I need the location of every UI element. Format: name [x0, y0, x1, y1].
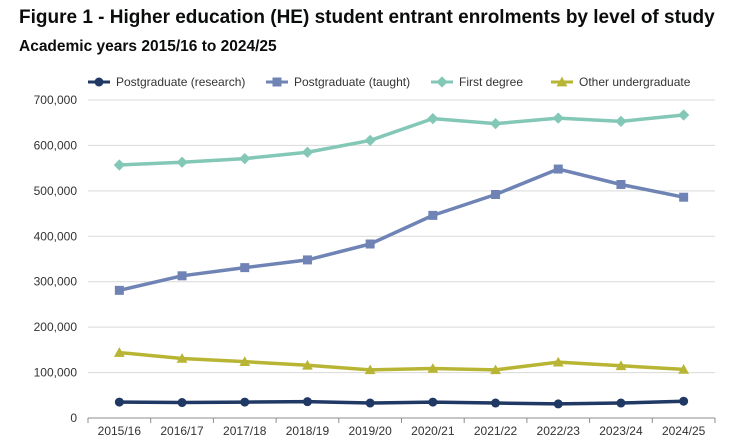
data-point — [552, 112, 564, 124]
legend-label: First degree — [459, 75, 523, 89]
data-point — [489, 117, 502, 130]
data-point — [176, 353, 188, 363]
gridlines — [88, 99, 715, 419]
legend-swatch-marker — [556, 76, 568, 87]
data-point — [615, 360, 627, 371]
y-tick-label: 0 — [70, 411, 77, 425]
legend: Postgraduate (research) Postgraduate (tau… — [88, 75, 691, 89]
data-point — [302, 255, 312, 265]
data-point — [427, 113, 439, 125]
y-tick-label: 400,000 — [34, 229, 78, 243]
series-first-degree — [113, 109, 690, 171]
data-point — [365, 239, 375, 249]
data-point — [364, 364, 376, 375]
data-point — [113, 159, 125, 171]
data-point — [239, 356, 251, 366]
series-postgraduate-taught — [114, 164, 689, 295]
data-point — [428, 210, 438, 220]
x-tick-label: 2019/20 — [348, 424, 392, 438]
data-point — [491, 189, 501, 199]
data-point — [616, 179, 626, 189]
data-point — [302, 359, 313, 370]
data-point — [428, 397, 438, 407]
legend-item-postgraduate-taught: Postgraduate (taught) — [266, 75, 410, 89]
y-tick-label: 500,000 — [34, 184, 78, 198]
data-point — [177, 398, 187, 408]
data-point — [679, 396, 689, 406]
series-line — [119, 350, 684, 372]
data-point — [679, 192, 689, 202]
data-point — [615, 115, 627, 127]
legend-item-postgraduate-research: Postgraduate (research) — [88, 75, 245, 89]
series-postgraduate-research — [114, 396, 689, 409]
legend-swatch-marker — [94, 77, 104, 87]
chart-title: Figure 1 - Higher education (HE) student… — [19, 7, 715, 28]
y-axis: 0 100,000 200,000 300,000 400,000 500,000 600,… — [34, 93, 78, 425]
data-point — [427, 363, 439, 373]
data-point — [113, 347, 125, 357]
data-point — [177, 271, 187, 281]
data-point — [364, 134, 376, 147]
data-point — [114, 285, 124, 295]
series-other-undergraduate — [113, 347, 690, 375]
data-point — [552, 356, 564, 367]
data-point — [678, 109, 690, 121]
y-tick-label: 600,000 — [34, 138, 78, 152]
data-point — [239, 152, 251, 165]
y-tick-label: 200,000 — [34, 320, 78, 334]
series-line — [119, 399, 684, 406]
data-point — [240, 397, 250, 407]
x-tick-label: 2024/25 — [662, 424, 706, 438]
data-point — [616, 398, 626, 408]
x-tick-label: 2020/21 — [411, 424, 455, 438]
data-point — [176, 156, 188, 168]
data-point — [301, 146, 314, 158]
y-tick-label: 100,000 — [34, 366, 78, 380]
series-line — [119, 113, 684, 167]
x-tick-label: 2023/24 — [599, 424, 643, 438]
legend-item-other-undergraduate: Other undergraduate — [551, 75, 691, 89]
x-tick-label: 2021/22 — [474, 424, 518, 438]
y-tick-label: 300,000 — [34, 275, 78, 289]
y-tick-label: 700,000 — [34, 93, 78, 107]
x-tick-label: 2016/17 — [160, 424, 204, 438]
series-group — [113, 109, 690, 409]
data-point — [491, 398, 501, 408]
legend-label: Postgraduate (taught) — [294, 75, 410, 89]
data-point — [553, 164, 563, 174]
data-point — [114, 397, 124, 407]
data-point — [490, 364, 501, 375]
x-tick-label: 2022/23 — [537, 424, 581, 438]
data-point — [678, 363, 690, 374]
legend-swatch-marker — [436, 76, 448, 88]
data-point — [240, 263, 250, 273]
series-line — [118, 167, 684, 293]
x-tick-label: 2015/16 — [98, 424, 142, 438]
legend-item-first-degree: First degree — [431, 75, 523, 89]
legend-label: Other undergraduate — [579, 75, 691, 89]
data-point — [302, 397, 312, 407]
x-tick-label: 2017/18 — [223, 424, 267, 438]
legend-swatch-marker — [272, 77, 282, 87]
x-axis: 2015/16 2016/17 2017/18 2018/19 2019/20 2020/… — [87, 418, 716, 438]
legend-label: Postgraduate (research) — [116, 75, 245, 89]
x-tick-label: 2018/19 — [286, 424, 330, 438]
chart-subtitle: Academic years 2015/16 to 2024/25 — [19, 38, 277, 55]
data-point — [553, 399, 563, 409]
data-point — [365, 398, 375, 408]
